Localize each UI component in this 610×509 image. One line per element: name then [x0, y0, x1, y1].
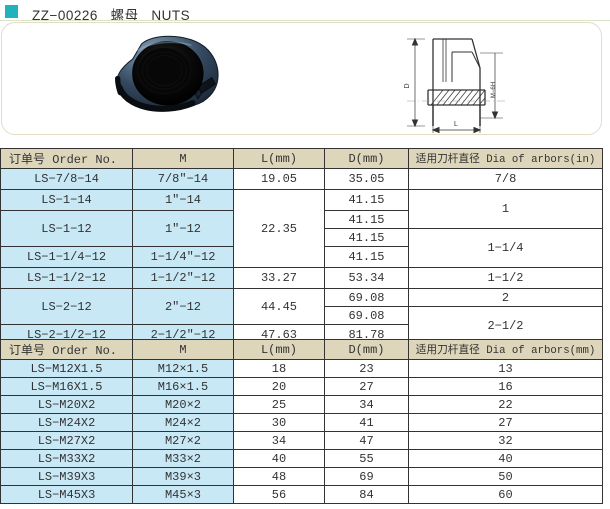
svg-text:D: D	[404, 83, 411, 88]
svg-text:L: L	[454, 121, 458, 128]
svg-text:M−6H: M−6H	[491, 82, 497, 98]
